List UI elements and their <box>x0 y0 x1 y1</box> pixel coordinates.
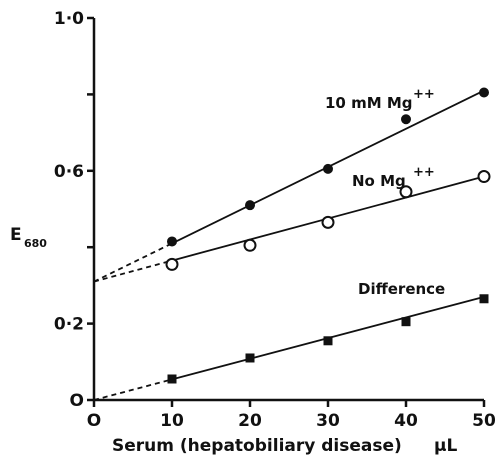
x-axis-unit: μL <box>434 436 458 456</box>
series-label: 10 mM Mg <box>325 94 413 112</box>
data-point-open-circle <box>321 215 335 229</box>
axes: O 0·2 0·6 1·0 O 10 20 30 40 50 Serum (hepatobiliar… <box>10 9 496 456</box>
x-tick-label: 30 <box>316 411 340 431</box>
y-axis-label: E <box>10 225 22 245</box>
fit-line-dashed <box>93 378 173 401</box>
data-point-open-circle <box>243 238 257 252</box>
x-tick-label: O <box>87 411 101 431</box>
x-tick-label: 40 <box>394 411 418 431</box>
x-tick-label: 50 <box>472 411 496 431</box>
data-point-filled-circle <box>245 200 255 211</box>
data-point-filled-square <box>401 317 411 327</box>
data-point-open-circle <box>477 170 491 184</box>
series-label-superscript: ++ <box>413 87 435 102</box>
data-point-filled-square <box>167 374 177 384</box>
data-point-open-circle <box>399 185 413 199</box>
series-label: No Mg <box>352 172 406 190</box>
x-tick-label: 20 <box>238 411 262 431</box>
fit-lines <box>93 89 485 401</box>
x-axis-label: Serum (hepatobiliary disease) <box>112 436 402 456</box>
data-point-filled-circle <box>167 236 177 247</box>
y-tick-label: 1·0 <box>54 9 84 29</box>
data-point-filled-square <box>479 294 489 304</box>
fit-line-dashed <box>93 242 173 283</box>
fit-line-dashed <box>93 259 173 283</box>
data-point-filled-circle <box>323 163 333 174</box>
series-label-superscript: ++ <box>413 165 435 180</box>
data-point-open-circle <box>165 257 179 271</box>
data-markers <box>165 87 491 384</box>
data-point-filled-square <box>245 353 255 363</box>
y-axis-label-subscript: 680 <box>24 237 47 250</box>
data-point-filled-circle <box>479 87 489 98</box>
x-tick-label: 10 <box>160 411 184 431</box>
y-tick-label: 0·2 <box>54 315 84 335</box>
y-tick-label: 0·6 <box>54 162 84 182</box>
labels: 10 mM Mg ++No Mg ++Difference <box>325 87 445 298</box>
data-point-filled-circle <box>401 114 411 125</box>
series-label: Difference <box>358 280 445 298</box>
y-tick-label: O <box>70 391 84 411</box>
data-point-filled-square <box>323 336 333 346</box>
